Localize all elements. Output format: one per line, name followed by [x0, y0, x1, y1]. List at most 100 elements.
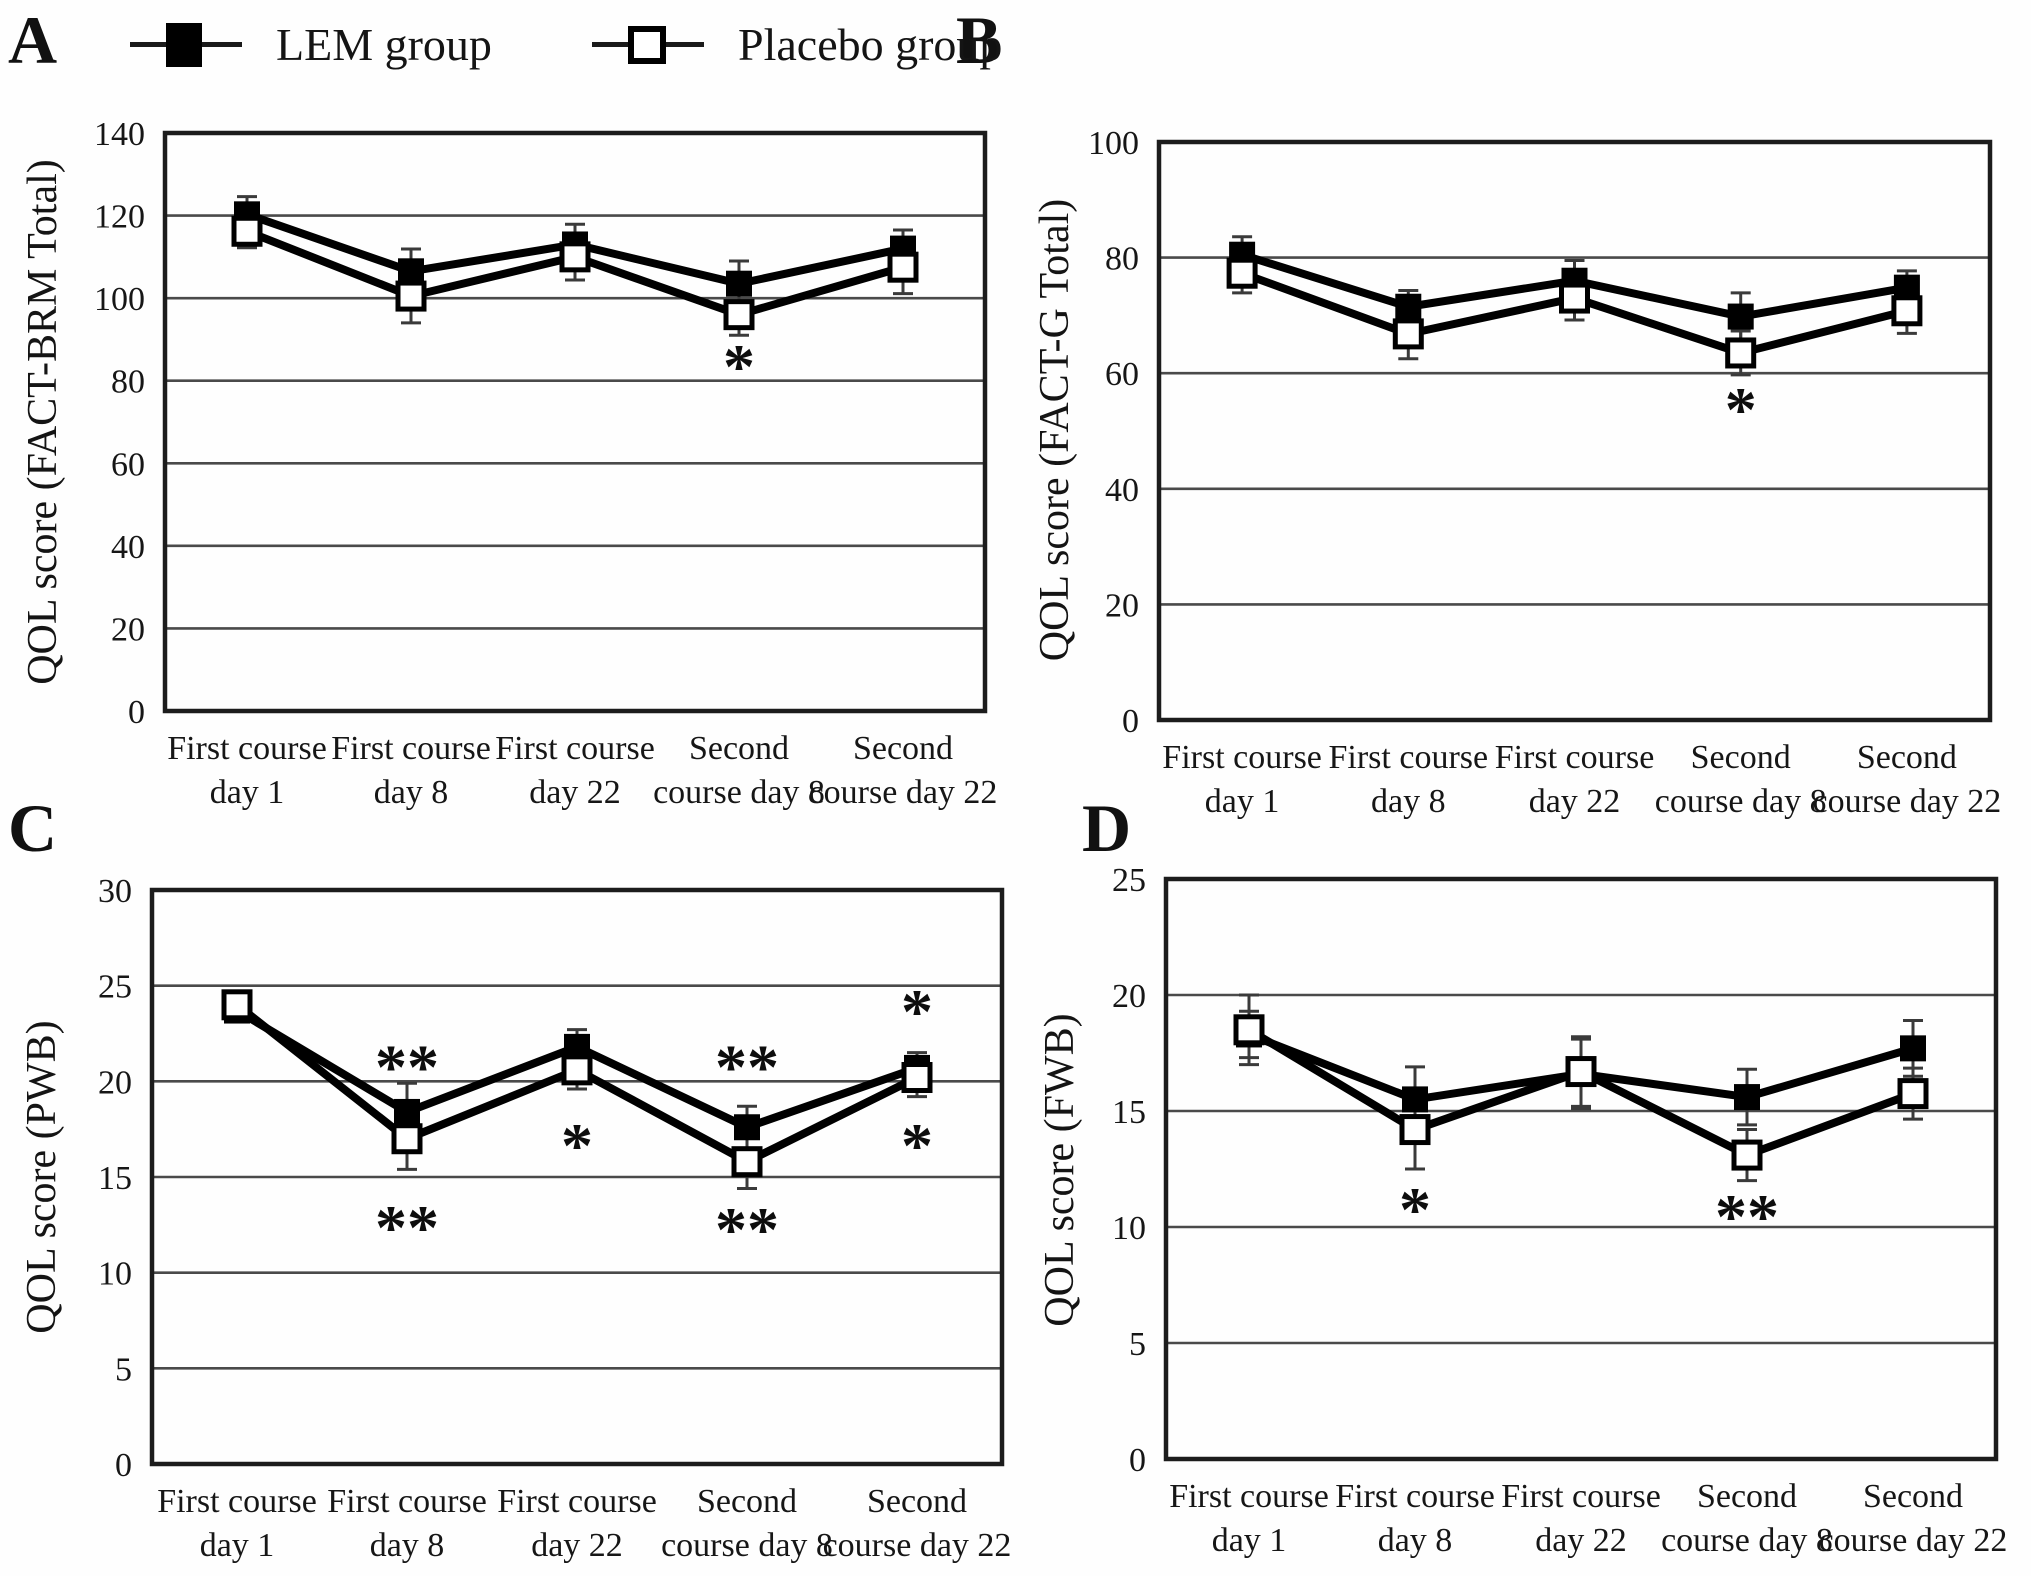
x-category-label-line1: First course [1335, 1478, 1495, 1515]
y-tick-label: 40 [111, 529, 145, 566]
marker-placebo-open-square [1399, 1114, 1431, 1146]
significance-asterisk: ** [1715, 1181, 1779, 1252]
y-tick-label: 0 [1129, 1442, 1146, 1479]
x-category-label-line2: course day 8 [661, 1527, 833, 1564]
marker-lem-filled-square [1900, 1035, 1926, 1062]
y-tick-label: 0 [1122, 703, 1139, 740]
x-category-label-line1: Second [1691, 739, 1791, 776]
x-category-label-line1: Second [1697, 1478, 1797, 1515]
significance-asterisk: * [723, 331, 755, 402]
y-tick-label: 60 [111, 446, 145, 483]
x-category-label-line1: First course [157, 1483, 317, 1520]
marker-placebo-open-square [731, 1146, 763, 1178]
x-category-label-line1: Second [1863, 1478, 1963, 1515]
y-tick-label: 20 [111, 611, 145, 648]
panel-c-chart: 0 5 10 15 20 25 30 First course day 1 First cours… [98, 873, 1012, 1564]
y-tick-label: 15 [1112, 1094, 1146, 1131]
y-tick-label: 80 [111, 364, 145, 401]
y-tick-label: 140 [94, 116, 145, 153]
y-tick-label: 100 [1088, 125, 1139, 162]
x-category-label-line2: course day 22 [809, 774, 998, 811]
significance-asterisk: * [561, 1110, 593, 1181]
y-tick-label: 0 [115, 1447, 132, 1484]
y-tick-label: 0 [128, 694, 145, 731]
marker-lem-filled-square [726, 270, 752, 297]
panel-a-chart: 0 20 40 60 80 100 120 140 First course day 1 First… [94, 116, 998, 811]
x-category-label-line1: Second [689, 730, 789, 767]
y-tick-label: 100 [94, 281, 145, 318]
placebo-open-square-icon [628, 26, 666, 64]
x-category-label-line1: First course [497, 1483, 657, 1520]
x-category-label-line1: First course [167, 730, 327, 767]
placebo-legend-swatch [592, 12, 704, 76]
lem-legend-swatch [130, 12, 242, 76]
placebo-legend-label: Placebo group [738, 18, 1003, 70]
marker-placebo-open-square [1392, 318, 1424, 350]
x-category-label-line2: day 1 [200, 1527, 275, 1564]
marker-placebo-open-square [1897, 1078, 1929, 1110]
x-category-label-line2: course day 8 [1655, 783, 1827, 820]
x-category-label-line2: day 8 [1371, 783, 1446, 820]
marker-lem-filled-square [1734, 1084, 1760, 1111]
plot-frame [1156, 139, 1993, 723]
legend-item-lem: LEM group [130, 12, 492, 76]
marker-placebo-open-square [395, 280, 427, 312]
significance-asterisk: * [1725, 374, 1757, 445]
marker-placebo-open-square [901, 1062, 933, 1094]
x-category-label-line1: First course [327, 1483, 487, 1520]
marker-placebo-open-square [1731, 1139, 1763, 1171]
significance-asterisk: ** [375, 1192, 439, 1263]
x-category-label-line2: day 22 [1529, 783, 1621, 820]
x-category-label-line1: Second [1857, 739, 1957, 776]
x-category-label-line1: First course [1501, 1478, 1661, 1515]
marker-placebo-open-square [561, 1054, 593, 1086]
x-category-label-line2: course day 22 [1819, 1522, 2008, 1559]
panel-label-a: A [8, 2, 58, 78]
marker-lem-filled-square [394, 1098, 420, 1125]
lem-filled-square-icon [166, 23, 202, 67]
marker-placebo-open-square [1233, 1014, 1265, 1046]
x-category-label-line2: day 1 [1212, 1522, 1287, 1559]
marker-lem-filled-square [1727, 303, 1754, 330]
marker-placebo-open-square [1559, 282, 1590, 314]
y-tick-label: 40 [1105, 472, 1139, 509]
x-category-label-line2: course day 22 [823, 1527, 1012, 1564]
significance-asterisk: ** [715, 1031, 779, 1102]
y-tick-label: 10 [1112, 1210, 1146, 1247]
panel-label-b: B [956, 2, 1002, 78]
legend-item-placebo: Placebo group [592, 12, 1002, 76]
plot-frame [149, 887, 1005, 1467]
x-category-label-line2: day 1 [1205, 783, 1280, 820]
x-category-label-line2: day 22 [531, 1527, 623, 1564]
marker-lem-filled-square [734, 1114, 760, 1141]
marker-placebo-open-square [723, 299, 755, 331]
x-category-label-line1: First course [331, 730, 491, 767]
y-tick-label: 80 [1105, 241, 1139, 278]
plot-frame [162, 130, 988, 714]
x-category-label-line2: course day 8 [653, 774, 825, 811]
marker-placebo-open-square [559, 241, 591, 273]
marker-placebo-open-square [1725, 337, 1757, 369]
marker-placebo-open-square [221, 989, 253, 1021]
y-tick-label: 10 [98, 1256, 132, 1293]
x-category-label-line2: day 8 [1378, 1522, 1453, 1559]
panel-b-chart: 0 20 40 60 80 100 First course day 1 First cours… [1088, 125, 2001, 820]
y-tick-label: 60 [1105, 356, 1139, 393]
y-tick-label: 25 [98, 969, 132, 1006]
y-tick-label: 5 [1129, 1326, 1146, 1363]
significance-asterisk: * [1399, 1174, 1431, 1245]
significance-asterisk: ** [715, 1194, 779, 1265]
x-category-label-line2: day 8 [374, 774, 449, 811]
x-category-label-line2: course day 22 [1812, 783, 2001, 820]
x-category-label-line2: course day 8 [1661, 1522, 1833, 1559]
y-tick-label: 20 [1105, 587, 1139, 624]
x-category-label-line1: Second [697, 1483, 797, 1520]
panel-d-chart: 0 5 10 15 20 25 First course day 1 First course d… [1112, 862, 2008, 1559]
marker-placebo-open-square [1565, 1056, 1597, 1088]
plot-frame [1163, 876, 1999, 1462]
x-category-label-line1: First course [495, 730, 655, 767]
marker-placebo-open-square [391, 1123, 423, 1155]
x-category-label-line1: First course [1329, 739, 1489, 776]
marker-lem-filled-square [1402, 1086, 1428, 1113]
